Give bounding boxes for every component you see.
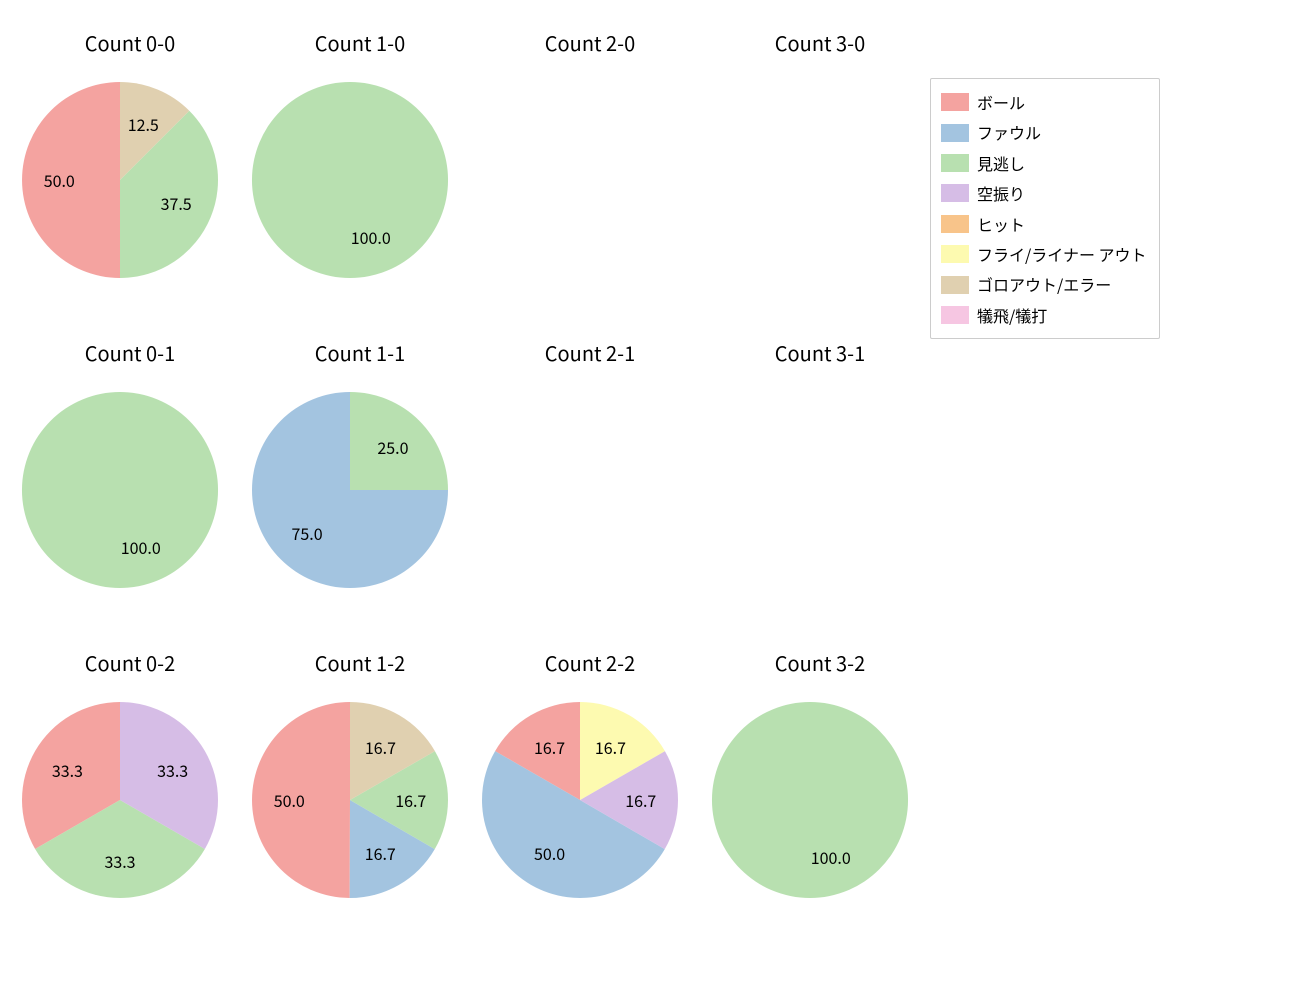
legend-label: 見逃し [977, 148, 1025, 178]
legend-label: 犠飛/犠打 [977, 300, 1047, 330]
pie-panel: Count 0-050.037.512.5 [20, 10, 240, 310]
pie-slice-label: 16.7 [595, 735, 626, 759]
legend-item: ゴロアウト/エラー [941, 269, 1147, 299]
legend: ボールファウル見逃し空振りヒットフライ/ライナー アウトゴロアウト/エラー犠飛/… [930, 78, 1160, 339]
pie-chart: 33.3 33.3 33.3 [20, 630, 240, 930]
legend-item: 見逃し [941, 148, 1147, 178]
pie-slice-label: 50.0 [44, 168, 75, 192]
pie-slice-label: 16.7 [625, 788, 656, 812]
legend-swatch [941, 276, 969, 294]
pie-panel: Count 3-2100.0 [710, 630, 930, 930]
pie-chart: 100.0 [710, 630, 930, 930]
pie-panel: Count 2-1 [480, 320, 700, 620]
legend-label: フライ/ライナー アウト [977, 239, 1147, 269]
legend-label: 空振り [977, 178, 1025, 208]
pie-title: Count 2-0 [480, 28, 700, 57]
legend-swatch [941, 306, 969, 324]
pie-slice-label: 33.3 [52, 758, 83, 782]
pie-slice-label: 50.0 [534, 841, 565, 865]
legend-item: フライ/ライナー アウト [941, 239, 1147, 269]
legend-swatch [941, 124, 969, 142]
pie-slice-label: 12.5 [128, 112, 159, 136]
pie-slice-label: 16.7 [395, 788, 426, 812]
legend-item: 犠飛/犠打 [941, 300, 1147, 330]
pie-title: Count 2-1 [480, 338, 700, 367]
pie-panel: Count 3-0 [710, 10, 930, 310]
pie-slice-label: 100.0 [121, 535, 161, 559]
pie-panel: Count 0-233.333.333.3 [20, 630, 240, 930]
legend-swatch [941, 245, 969, 263]
pie-slice-label: 100.0 [351, 225, 391, 249]
pie-panel: Count 3-1 [710, 320, 930, 620]
pie-slice-label: 16.7 [365, 735, 396, 759]
pie-chart: 16.7 50.0 16.7 16.7 [480, 630, 700, 930]
legend-swatch [941, 154, 969, 172]
pie-chart: 75.0 25.0 [250, 320, 470, 620]
legend-item: ファウル [941, 117, 1147, 147]
legend-swatch [941, 184, 969, 202]
pie-chart: 50.0 37.5 12.5 [20, 10, 240, 310]
legend-item: ヒット [941, 209, 1147, 239]
pie-chart: 100.0 [250, 10, 470, 310]
legend-label: ファウル [977, 117, 1041, 147]
pie-panel: Count 2-0 [480, 10, 700, 310]
pie-slice-label: 33.3 [104, 849, 135, 873]
pie-panel: Count 1-175.025.0 [250, 320, 470, 620]
pie-slice-label: 75.0 [291, 521, 322, 545]
pie-chart: 100.0 [20, 320, 240, 620]
chart-canvas: Count 0-050.037.512.5Count 1-0100.0Count… [0, 0, 1300, 1000]
pie-slice-label: 100.0 [811, 845, 851, 869]
legend-label: ゴロアウト/エラー [977, 269, 1111, 299]
legend-label: ボール [977, 87, 1025, 117]
pie-panel: Count 0-1100.0 [20, 320, 240, 620]
legend-item: 空振り [941, 178, 1147, 208]
legend-swatch [941, 215, 969, 233]
pie-slice-label: 16.7 [365, 841, 396, 865]
pie-panel: Count 1-0100.0 [250, 10, 470, 310]
pie-panel: Count 1-250.016.716.716.7 [250, 630, 470, 930]
pie-slice-label: 33.3 [157, 758, 188, 782]
legend-item: ボール [941, 87, 1147, 117]
pie-slice-label: 37.5 [161, 191, 192, 215]
legend-swatch [941, 93, 969, 111]
pie-title: Count 3-1 [710, 338, 930, 367]
pie-panel: Count 2-216.750.016.716.7 [480, 630, 700, 930]
legend-label: ヒット [977, 209, 1025, 239]
pie-slice-label: 16.7 [534, 735, 565, 759]
pie-slice-label: 25.0 [377, 435, 408, 459]
pie-chart: 50.0 16.7 16.7 16.7 [250, 630, 470, 930]
pie-slice-label: 50.0 [274, 788, 305, 812]
pie-title: Count 3-0 [710, 28, 930, 57]
